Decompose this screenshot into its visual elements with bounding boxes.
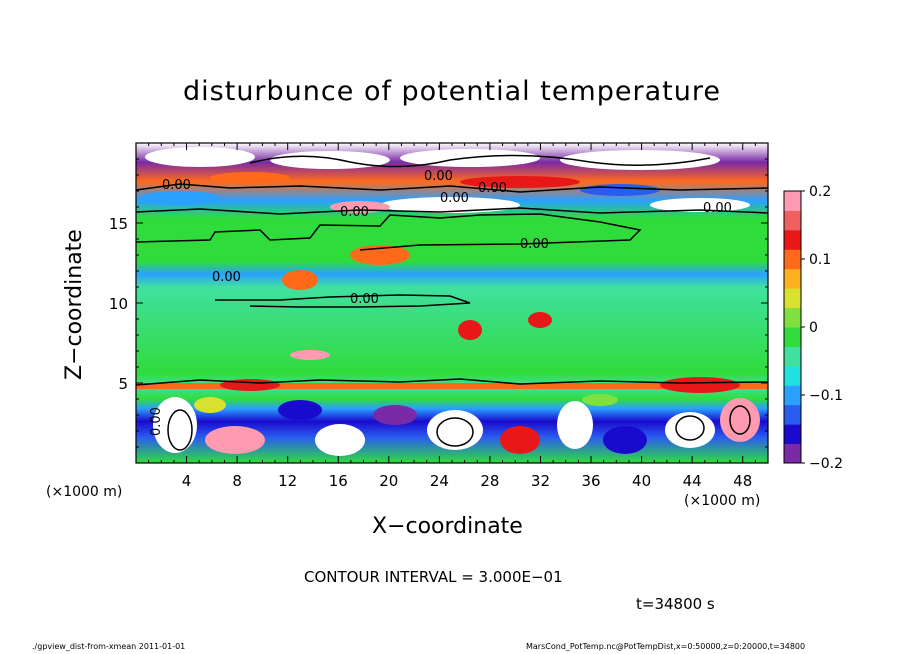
colorbar-swatch (784, 365, 801, 386)
x-tick-label: 8 (232, 472, 242, 490)
colorbar-swatch (784, 346, 801, 367)
colorbar-swatch (784, 307, 801, 328)
contour-lines (135, 154, 769, 451)
time-label: t=34800 s (636, 595, 715, 613)
contour-label: 0.00 (440, 191, 469, 206)
y-axis: 5 10 15 (109, 158, 768, 448)
contour-label: 0.00 (162, 178, 191, 193)
y-tick-label: 5 (118, 375, 128, 393)
x-axis: 4 8 12 16 20 24 28 32 36 40 44 48 (148, 143, 756, 490)
contour-label: 0.00 (703, 201, 732, 216)
x-tick-label: 44 (683, 472, 702, 490)
x-tick-label: 4 (182, 472, 192, 490)
x-tick-label: 28 (480, 472, 499, 490)
colorbar-swatch (784, 385, 801, 406)
x-tick-label: 12 (278, 472, 297, 490)
colorbar-tick-label: −0.2 (809, 456, 843, 472)
colorbar-swatch (784, 268, 801, 289)
colorbar-tick-label: 0 (809, 320, 818, 336)
colorbar-tick-label: 0.2 (809, 184, 831, 200)
y-axis-label: Z−coordinate (62, 229, 87, 380)
colorbar-swatch (784, 404, 801, 425)
x-tick-label: 48 (733, 472, 752, 490)
x-tick-label: 36 (581, 472, 600, 490)
chart-title: disturbunce of potential temperature (183, 76, 721, 107)
x-axis-label: X−coordinate (372, 514, 523, 539)
contour-label: 0.00 (520, 237, 549, 252)
x-tick-label: 40 (632, 472, 651, 490)
y-tick-label: 15 (109, 215, 128, 233)
contour-label: 0.00 (340, 205, 369, 220)
contour-label: 0.00 (424, 169, 453, 184)
plot-area: 0.00 0.00 0.00 0.00 0.00 0.00 0.00 0.00 … (135, 142, 769, 464)
x-tick-label: 16 (329, 472, 348, 490)
colorbar-tick-label: −0.1 (809, 388, 843, 404)
colorbar-swatch (784, 229, 801, 250)
colorbar-swatch (784, 288, 801, 309)
contour-labels: 0.00 0.00 0.00 0.00 0.00 0.00 0.00 0.00 … (149, 169, 732, 436)
contour-interval: CONTOUR INTERVAL = 3.000E−01 (304, 568, 563, 586)
y-tick-label: 10 (109, 295, 128, 313)
contour-label: 0.00 (212, 270, 241, 285)
contour-label: 0.00 (149, 407, 164, 436)
colorbar-swatch (784, 443, 801, 464)
mid-layer-speckles (220, 245, 740, 393)
heatmap-field (136, 143, 768, 463)
footer-right: MarsCond_PotTemp.nc@PotTempDist,x=0:5000… (526, 642, 806, 651)
colorbar-swatch (784, 327, 801, 347)
x-tick-label: 24 (430, 472, 449, 490)
contour-label: 0.00 (478, 181, 507, 196)
x-tick-label: 32 (531, 472, 550, 490)
x-unit-left: (×1000 m) (46, 484, 123, 500)
colorbar-swatches (784, 191, 801, 464)
colorbar-swatch (784, 191, 801, 211)
colorbar-swatch (784, 210, 801, 231)
lower-layer-field (136, 383, 768, 456)
colorbar: 0.2 0.1 0 −0.1 −0.2 (783, 184, 843, 472)
colorbar-swatch (784, 424, 801, 445)
x-tick-label: 20 (379, 472, 398, 490)
footer-left: ./gpview_dist-from-xmean 2011-01-01 (32, 642, 186, 651)
contour-label: 0.00 (350, 292, 379, 307)
colorbar-ticks: 0.2 0.1 0 −0.1 −0.2 (801, 184, 843, 472)
colorbar-swatch (784, 249, 801, 270)
x-unit-right: (×1000 m) (684, 493, 761, 509)
colorbar-tick-label: 0.1 (809, 252, 831, 268)
